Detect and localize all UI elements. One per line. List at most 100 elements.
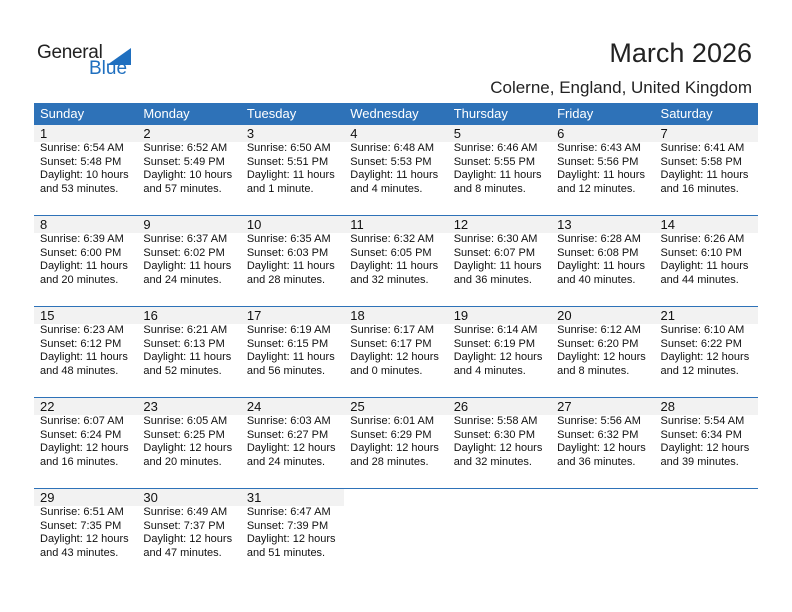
- day-number: 4: [344, 125, 448, 142]
- sunrise-text: Sunrise: 6:47 AM: [246, 506, 331, 518]
- day-number: 18: [344, 307, 448, 324]
- daylight2-text: and 28 minutes.: [350, 455, 429, 468]
- sunset-text: Sunset: 6:32 PM: [557, 428, 639, 441]
- day-cell: 4 Sunrise: 6:48 AM Sunset: 5:53 PM Daylight…: [344, 125, 448, 215]
- sunset-text: Sunset: 6:02 PM: [143, 246, 225, 259]
- day-cell: 18 Sunrise: 6:17 AM Sunset: 6:17 PM Dayligh…: [344, 307, 448, 397]
- sunset-text: Sunset: 6:27 PM: [246, 428, 329, 441]
- sunset-text: Sunset: 6:22 PM: [660, 337, 742, 350]
- sunrise-text: Sunrise: 6:23 AM: [40, 324, 124, 336]
- daylight1-text: Daylight: 11 hours: [40, 351, 128, 363]
- daylight1-text: Daylight: 12 hours: [350, 351, 439, 363]
- day-cell: 28 Sunrise: 5:54 AM Sunset: 6:34 PM Dayligh…: [654, 398, 758, 488]
- daylight2-text: and 47 minutes.: [143, 546, 222, 559]
- day-cell: 8 Sunrise: 6:39 AM Sunset: 6:00 PM Daylight…: [34, 216, 138, 306]
- daylight2-text: and 0 minutes.: [350, 364, 423, 377]
- daylight1-text: Daylight: 12 hours: [453, 351, 543, 363]
- daylight2-text: and 12 minutes.: [660, 364, 739, 377]
- day-number: 23: [137, 398, 241, 415]
- sunrise-text: Sunrise: 6:03 AM: [246, 415, 331, 427]
- daylight1-text: Daylight: 12 hours: [557, 442, 646, 454]
- day-cell: 27 Sunrise: 5:56 AM Sunset: 6:32 PM Dayligh…: [551, 398, 655, 488]
- daylight1-text: Daylight: 12 hours: [350, 442, 439, 454]
- day-cell: 23 Sunrise: 6:05 AM Sunset: 6:25 PM Dayligh…: [137, 398, 241, 488]
- sunset-text: Sunset: 6:10 PM: [660, 246, 742, 259]
- sunset-text: Sunset: 5:53 PM: [350, 155, 432, 168]
- empty-cell: [448, 489, 551, 579]
- sunrise-text: Sunrise: 5:56 AM: [557, 415, 641, 427]
- daylight1-text: Daylight: 11 hours: [40, 260, 128, 272]
- daylight2-text: and 51 minutes.: [246, 546, 326, 559]
- sunrise-text: Sunrise: 6:35 AM: [246, 233, 331, 245]
- sunset-text: Sunset: 5:49 PM: [143, 155, 225, 168]
- daylight2-text: and 16 minutes.: [40, 455, 119, 468]
- day-number: 5: [447, 125, 552, 142]
- sunrise-text: Sunrise: 6:01 AM: [350, 415, 435, 427]
- weekday-monday: Monday: [143, 106, 190, 121]
- weekday-tuesday: Tuesday: [246, 106, 297, 121]
- weekday-header: Sunday Monday Tuesday Wednesday Thursday Frid…: [34, 103, 758, 125]
- day-cell: 5 Sunrise: 6:46 AM Sunset: 5:55 PM Daylight…: [447, 125, 552, 215]
- day-number: 19: [447, 307, 552, 324]
- sunrise-text: Sunrise: 6:51 AM: [40, 506, 124, 518]
- day-number: 12: [447, 216, 552, 233]
- daylight1-text: Daylight: 10 hours: [143, 169, 233, 181]
- daylight1-text: Daylight: 11 hours: [453, 260, 542, 272]
- weekday-thursday: Thursday: [453, 106, 508, 121]
- daylight1-text: Daylight: 12 hours: [660, 442, 750, 454]
- sunrise-text: Sunrise: 6:07 AM: [40, 415, 124, 427]
- day-cell: 21 Sunrise: 6:10 AM Sunset: 6:22 PM Dayligh…: [654, 307, 758, 397]
- daylight1-text: Daylight: 12 hours: [143, 533, 233, 545]
- day-number: 28: [654, 398, 758, 415]
- daylight1-text: Daylight: 11 hours: [660, 169, 749, 181]
- sunrise-text: Sunrise: 6:49 AM: [143, 506, 228, 518]
- daylight1-text: Daylight: 11 hours: [246, 169, 335, 181]
- day-number: 31: [240, 489, 345, 506]
- daylight2-text: and 24 minutes.: [143, 273, 222, 286]
- sunset-text: Sunset: 6:15 PM: [246, 337, 329, 350]
- day-number: 3: [240, 125, 345, 142]
- day-number: 6: [551, 125, 655, 142]
- sunrise-text: Sunrise: 6:21 AM: [143, 324, 228, 336]
- daylight1-text: Daylight: 11 hours: [350, 169, 439, 181]
- daylight2-text: and 20 minutes.: [143, 455, 222, 468]
- week-row: 22 Sunrise: 6:07 AM Sunset: 6:24 PM Dayligh…: [34, 397, 758, 488]
- daylight2-text: and 12 minutes.: [557, 182, 636, 195]
- day-cell: 3 Sunrise: 6:50 AM Sunset: 5:51 PM Daylight…: [240, 125, 345, 215]
- daylight2-text: and 4 minutes.: [453, 364, 526, 377]
- day-number: 21: [654, 307, 758, 324]
- sunset-text: Sunset: 5:58 PM: [660, 155, 742, 168]
- sunset-text: Sunset: 6:07 PM: [453, 246, 536, 259]
- daylight2-text: and 32 minutes.: [350, 273, 429, 286]
- day-number: 27: [551, 398, 655, 415]
- daylight1-text: Daylight: 11 hours: [557, 169, 645, 181]
- page-title: March 2026: [609, 38, 752, 68]
- daylight1-text: Daylight: 11 hours: [350, 260, 439, 272]
- week-row: 1 Sunrise: 6:54 AM Sunset: 5:48 PM Daylight…: [34, 125, 758, 215]
- daylight2-text: and 39 minutes.: [660, 455, 739, 468]
- daylight2-text: and 44 minutes.: [660, 273, 739, 286]
- day-number: 10: [240, 216, 345, 233]
- sunset-text: Sunset: 6:24 PM: [40, 428, 122, 441]
- sunset-text: Sunset: 6:30 PM: [453, 428, 536, 441]
- sunset-text: Sunset: 6:12 PM: [40, 337, 122, 350]
- daylight2-text: and 53 minutes.: [40, 182, 119, 195]
- day-cell: 19 Sunrise: 6:14 AM Sunset: 6:19 PM Dayligh…: [447, 307, 552, 397]
- day-cell: 13 Sunrise: 6:28 AM Sunset: 6:08 PM Dayligh…: [551, 216, 655, 306]
- day-number: 26: [447, 398, 552, 415]
- sunset-text: Sunset: 7:37 PM: [143, 519, 225, 532]
- day-number: 25: [344, 398, 448, 415]
- sunset-text: Sunset: 6:05 PM: [350, 246, 432, 259]
- daylight1-text: Daylight: 12 hours: [246, 533, 336, 545]
- sunset-text: Sunset: 6:03 PM: [246, 246, 329, 259]
- calendar: Sunday Monday Tuesday Wednesday Thursday Frid…: [34, 103, 758, 579]
- day-cell: 29 Sunrise: 6:51 AM Sunset: 7:35 PM Dayligh…: [34, 489, 138, 579]
- daylight2-text: and 24 minutes.: [246, 455, 326, 468]
- daylight2-text: and 32 minutes.: [453, 455, 532, 468]
- day-number: 9: [137, 216, 241, 233]
- sunrise-text: Sunrise: 5:58 AM: [453, 415, 538, 427]
- sunrise-text: Sunrise: 6:43 AM: [557, 142, 641, 154]
- sunrise-text: Sunrise: 5:54 AM: [660, 415, 745, 427]
- daylight2-text: and 56 minutes.: [246, 364, 326, 377]
- sunset-text: Sunset: 6:20 PM: [557, 337, 639, 350]
